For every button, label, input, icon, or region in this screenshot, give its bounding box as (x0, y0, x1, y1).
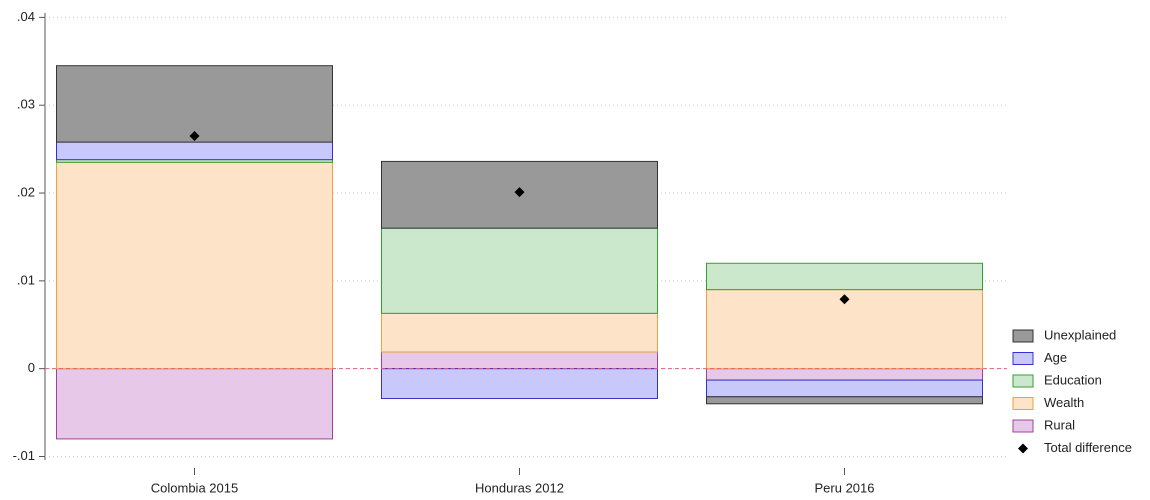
bar-segment (56, 65, 333, 143)
y-tick-label: 0 (28, 360, 35, 375)
legend-label: Age (1044, 350, 1067, 365)
bar-segment (381, 351, 658, 370)
bar-segment (706, 262, 983, 291)
legend-swatch (1012, 419, 1034, 433)
legend-swatch (1012, 397, 1034, 410)
y-tick-label: .01 (17, 272, 35, 287)
bar-segment (381, 368, 658, 400)
y-tick-label: .04 (17, 9, 35, 24)
x-tick-label: Honduras 2012 (475, 480, 564, 495)
legend-swatch (1012, 352, 1034, 365)
y-tick-label: -.01 (13, 448, 35, 463)
total-marker (189, 130, 200, 141)
legend-marker (1018, 443, 1028, 454)
x-tick-label: Peru 2016 (815, 480, 875, 495)
bar-segment (706, 368, 983, 381)
bar-segment (381, 312, 658, 353)
y-tick-label: .02 (17, 184, 35, 199)
total-marker (839, 294, 850, 305)
legend-label: Total difference (1044, 440, 1132, 455)
legend-label: Unexplained (1044, 327, 1116, 342)
bar-segment (706, 396, 983, 405)
bar-segment (381, 227, 658, 314)
bar-segment (56, 161, 333, 370)
total-marker (514, 187, 525, 198)
y-tick-label: .03 (17, 97, 35, 112)
legend-label: Education (1044, 372, 1102, 387)
legend-swatch (1012, 374, 1034, 388)
bar-segment (56, 368, 333, 440)
legend-label: Rural (1044, 417, 1075, 432)
bar-segment (706, 379, 983, 398)
legend-label: Wealth (1044, 395, 1084, 410)
x-tick-label: Colombia 2015 (151, 480, 238, 495)
bar-segment (56, 141, 333, 161)
legend-swatch (1012, 329, 1034, 343)
